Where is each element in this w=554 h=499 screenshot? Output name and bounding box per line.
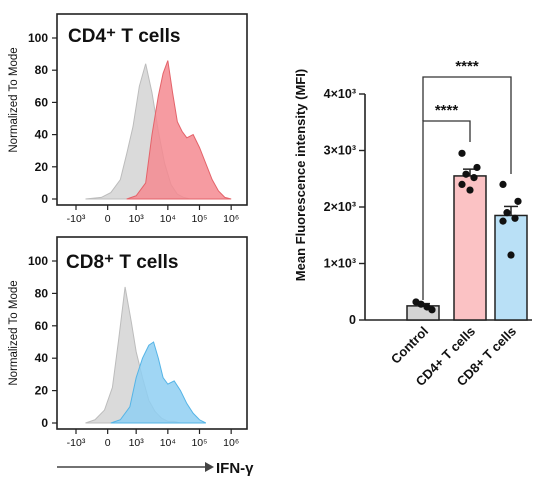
significance-bracket — [422, 76, 512, 174]
data-point — [462, 170, 470, 178]
x-axis-label-ifn-gamma: IFN-γ — [216, 460, 254, 477]
cd4-ytick-label: 80 — [35, 63, 49, 77]
cd4-ytick-label: 40 — [35, 128, 49, 142]
significance-label: **** — [455, 58, 479, 75]
significance-bracket — [422, 120, 471, 300]
data-point — [503, 209, 511, 217]
cd4-panel-frame — [56, 13, 248, 206]
data-point — [499, 217, 507, 225]
cd4-histogram-panel: CD4⁺ T cells 0 20 40 60 80 100 -10³ 0 10³ 10⁴ 10⁵… — [8, 13, 248, 225]
cd8-ytick-label: 0 — [41, 416, 48, 430]
cd8-xtick-label: 10⁴ — [160, 437, 176, 449]
cd4-y-axis-label: Normalized To Mode — [8, 47, 20, 152]
cd4-ytick-label: 60 — [35, 95, 49, 109]
bar-ytick-label: 2×10³ — [324, 200, 356, 214]
cd8-x-ticks: -10³ 0 10³ 10⁴ 10⁵ 10⁶ — [67, 429, 239, 449]
cd4-y-ticks: 0 20 40 60 80 100 — [28, 31, 57, 206]
cd4-hist-stimulated — [126, 60, 232, 200]
data-points — [412, 149, 522, 314]
bar-1 — [453, 175, 487, 321]
data-point — [470, 174, 478, 182]
mfi-bar-chart: 0 1×10³ 2×10³ 3×10³ 4×10³ **** **** ControlCD… — [293, 58, 532, 389]
cd4-hist-areas — [85, 60, 232, 200]
cd8-y-ticks: 0 20 40 60 80 100 — [28, 254, 57, 430]
cd8-hist-areas — [85, 286, 207, 424]
cd8-histogram-panel: CD8⁺ T cells 0 20 40 60 80 100 -10³ 0 10³ 10⁴ 10⁵… — [8, 236, 254, 477]
cd8-ytick-label: 80 — [35, 286, 49, 300]
bar-ytick-label: 1×10³ — [324, 257, 356, 271]
cd4-ytick-label: 0 — [41, 192, 48, 206]
data-point — [466, 186, 474, 194]
cd8-ytick-label: 60 — [35, 319, 49, 333]
cd4-panel-title: CD4⁺ T cells — [68, 26, 180, 47]
cd8-xtick-label: 10⁵ — [191, 437, 207, 449]
data-point — [499, 180, 507, 188]
ifn-gamma-arrow-head — [205, 462, 214, 472]
bar-ytick-label: 3×10³ — [324, 144, 356, 158]
data-point — [458, 180, 466, 188]
cd4-xtick-label: 10⁶ — [223, 213, 239, 225]
data-point — [428, 306, 436, 314]
cd4-xtick-label: 0 — [105, 213, 111, 225]
cd4-xtick-label: 10⁴ — [160, 213, 176, 225]
cd8-y-axis-label: Normalized To Mode — [8, 280, 20, 385]
cd8-xtick-label: 0 — [105, 437, 111, 449]
cd4-ytick-label: 20 — [35, 160, 49, 174]
cd8-panel-title: CD8⁺ T cells — [66, 252, 178, 273]
cd8-ytick-label: 20 — [35, 384, 49, 398]
significance-label: **** — [435, 102, 459, 119]
data-point — [458, 149, 466, 157]
cd4-x-ticks: -10³ 0 10³ 10⁴ 10⁵ 10⁶ — [67, 205, 239, 225]
cd8-panel-frame — [56, 236, 248, 430]
data-point — [417, 300, 425, 308]
bars — [406, 168, 528, 321]
bar-y-axis: 0 1×10³ 2×10³ 3×10³ 4×10³ — [324, 87, 532, 327]
bar-ytick-label: 0 — [349, 313, 356, 327]
cd4-ytick-label: 100 — [28, 31, 48, 45]
cd8-ytick-label: 40 — [35, 351, 49, 365]
significance-brackets: **** **** — [422, 58, 512, 300]
data-point — [514, 197, 522, 205]
cd8-ytick-label: 100 — [28, 254, 48, 268]
cd4-xtick-label: 10⁵ — [191, 213, 207, 225]
cd4-xtick-label: 10³ — [129, 213, 145, 225]
data-point — [507, 251, 515, 259]
data-point — [473, 163, 481, 172]
bar-2 — [494, 214, 528, 321]
bar-y-axis-label: Mean Fluorescence intensity (MFI) — [293, 69, 308, 281]
category-label: Control — [388, 324, 431, 367]
cd4-xtick-label: -10³ — [67, 213, 86, 225]
cd8-xtick-label: 10⁶ — [223, 437, 239, 449]
cd8-hist-stimulated — [110, 341, 207, 424]
cd8-xtick-label: 10³ — [129, 437, 145, 449]
cd8-xtick-label: -10³ — [67, 437, 86, 449]
bar-ytick-label: 4×10³ — [324, 87, 356, 101]
data-point — [511, 214, 519, 222]
